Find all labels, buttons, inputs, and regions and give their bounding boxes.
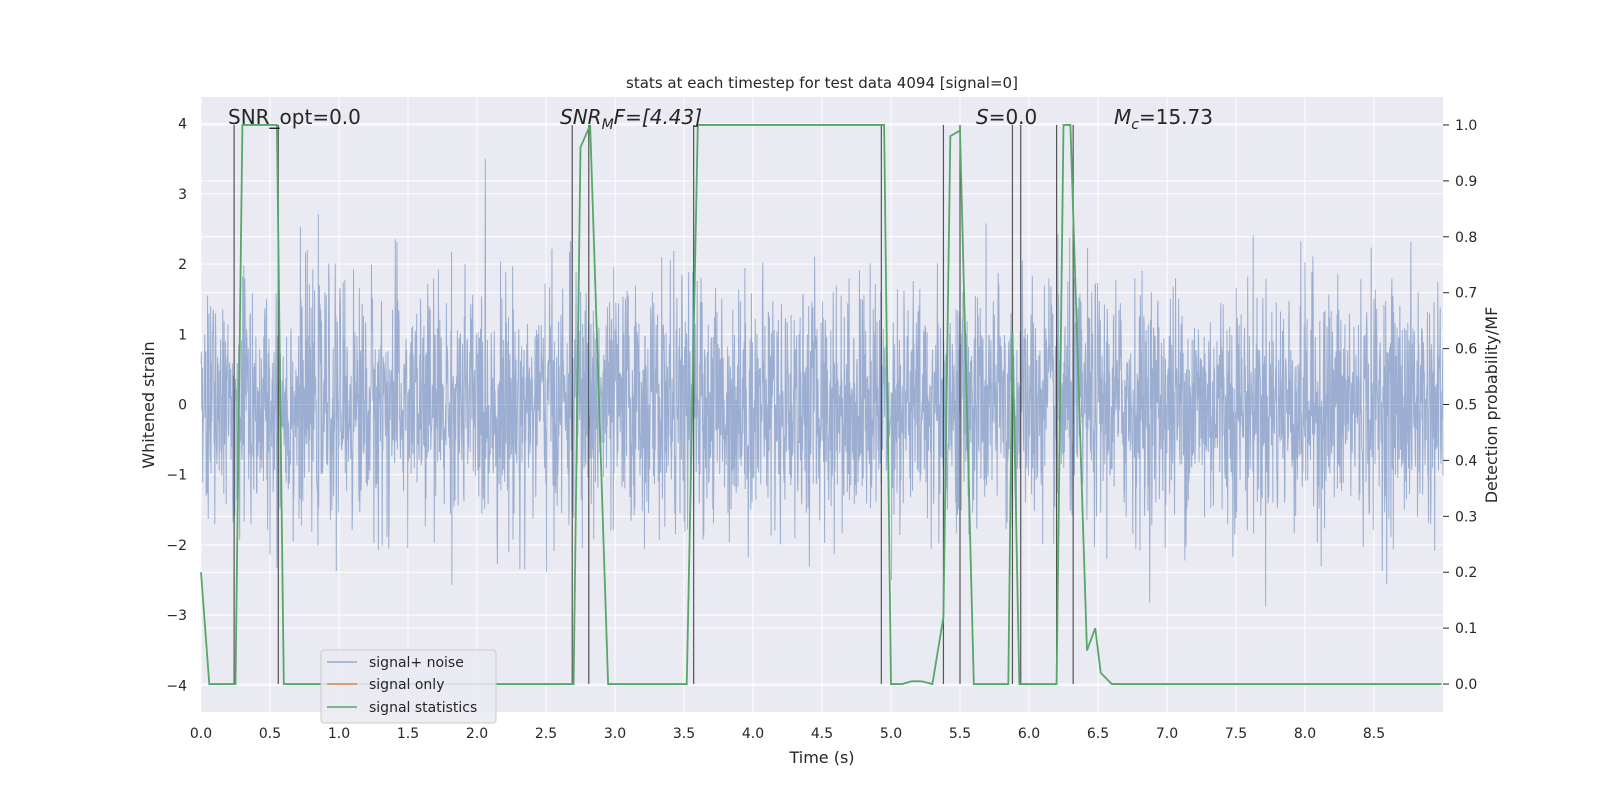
y-tick-label-right: 0.3 [1455, 509, 1477, 525]
annotation-snr-mf-rest: F=[4.43] [614, 105, 702, 129]
x-tick-label: 0.0 [190, 726, 212, 742]
y-tick-label-left: −1 [166, 468, 187, 484]
y-axis-label-right: Detection probability/MF [1482, 307, 1501, 504]
annotation-mc: Mc=15.73 [1114, 105, 1213, 133]
noise-series [200, 158, 1444, 607]
x-tick-label: 6.0 [1018, 726, 1040, 742]
annotation-snr-mf-symbol: SNR [560, 105, 602, 129]
x-tick-label: 0.5 [259, 726, 281, 742]
annotation-snr-mf-subscript: M [602, 117, 614, 133]
y-axis-label-left: Whitened strain [139, 341, 158, 468]
annotation-mc-rest: =15.73 [1139, 105, 1213, 129]
chart-title: stats at each timestep for test data 409… [626, 74, 1018, 92]
y-tick-label-left: −2 [166, 538, 187, 554]
x-tick-label: 8.0 [1294, 726, 1316, 742]
y-tick-label-left: −4 [166, 678, 187, 694]
annotation-s-symbol: S [976, 105, 989, 129]
y-tick-label-left: −3 [166, 608, 187, 624]
annotation-snr-mf: SNRMF=[4.43] [560, 105, 702, 133]
ticks: 0.0 0.5 1.0 1.5 2.0 2.5 3.0 3.5 4.0 4.5 5.0 5.5 6.0 6… [166, 117, 1477, 742]
x-tick-label: 6.5 [1087, 726, 1109, 742]
legend-label-signal-statistics: signal statistics [369, 700, 477, 716]
x-tick-label: 7.5 [1225, 726, 1247, 742]
y-tick-label-right: 0.8 [1455, 230, 1477, 246]
y-tick-label-right: 0.7 [1455, 286, 1477, 302]
annotation-mc-symbol: M [1114, 105, 1131, 129]
annotation-s: S=0.0 [976, 105, 1037, 129]
annotation-mc-subscript: c [1131, 117, 1139, 133]
signal-noise-line [200, 158, 1444, 607]
x-tick-label: 3.0 [604, 726, 626, 742]
x-tick-label: 5.5 [949, 726, 971, 742]
y-tick-label-right: 0.0 [1455, 677, 1477, 693]
x-tick-label: 4.0 [742, 726, 764, 742]
x-tick-label: 1.0 [328, 726, 350, 742]
annotation-s-rest: =0.0 [989, 105, 1038, 129]
x-tick-label: 4.5 [811, 726, 833, 742]
y-tick-label-right: 0.9 [1455, 174, 1477, 190]
legend-label-signal-only: signal only [369, 677, 444, 693]
y-tick-label-right: 0.5 [1455, 398, 1477, 414]
x-tick-label: 7.0 [1156, 726, 1178, 742]
annotation-snr-opt: SNR_opt=0.0 [228, 105, 361, 129]
legend-box [320, 649, 497, 724]
x-tick-label: 5.0 [880, 726, 902, 742]
x-tick-label: 8.5 [1363, 726, 1385, 742]
x-tick-label: 2.5 [535, 726, 557, 742]
legend-label-signal-noise: signal+ noise [369, 655, 464, 671]
y-tick-label-left: 0 [178, 398, 187, 414]
x-tick-label: 1.5 [397, 726, 419, 742]
legend: signal+ noise signal only signal statist… [320, 649, 497, 724]
y-tick-label-right: 1.0 [1455, 118, 1477, 134]
y-tick-label-right: 0.1 [1455, 621, 1477, 637]
y-tick-label-left: 1 [178, 327, 187, 343]
y-tick-label-right: 0.4 [1455, 453, 1477, 469]
x-tick-label: 2.0 [466, 726, 488, 742]
y-tick-label-left: 4 [178, 117, 187, 133]
y-tick-label-left: 2 [178, 257, 187, 273]
y-tick-label-right: 0.2 [1455, 565, 1477, 581]
x-tick-label: 3.5 [673, 726, 695, 742]
y-tick-label-right: 0.6 [1455, 342, 1477, 358]
y-tick-label-left: 3 [178, 187, 187, 203]
x-axis-label: Time (s) [788, 748, 854, 767]
